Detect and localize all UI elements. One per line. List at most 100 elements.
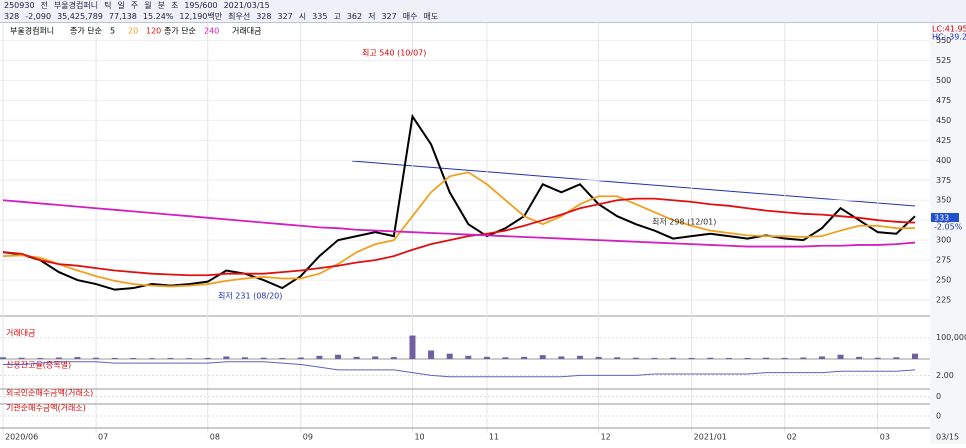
volume-bar bbox=[18, 357, 25, 359]
toolbar-item[interactable]: 매수 bbox=[402, 12, 418, 21]
toolbar-item[interactable]: 전 bbox=[40, 1, 48, 10]
volume-bar bbox=[390, 357, 397, 359]
y-tick-label: 0 bbox=[936, 392, 941, 401]
volume-bar bbox=[446, 353, 453, 359]
volume-bar bbox=[800, 357, 807, 359]
volume-bar bbox=[781, 357, 788, 359]
y-tick-label: 275 bbox=[936, 256, 951, 265]
volume-bar bbox=[707, 357, 714, 359]
y-tick-label: 2.00 bbox=[936, 371, 954, 380]
legend-entry: 240 bbox=[204, 27, 219, 36]
credit-line bbox=[3, 361, 916, 378]
volume-bar bbox=[111, 357, 118, 359]
annotation: 최저 231 (08/20) bbox=[218, 291, 282, 301]
toolbar-item[interactable]: 초 bbox=[170, 1, 179, 10]
x-tick-label: 2020/06 bbox=[5, 433, 38, 442]
x-tick-label: 10 bbox=[414, 433, 424, 442]
series-line bbox=[2, 199, 916, 248]
toolbar-row: 328 -2,090 35,425,789 77,138 15.24% 12,190백만 최… bbox=[0, 11, 966, 22]
volume-bar bbox=[558, 356, 565, 359]
legend-label: 거래대금 bbox=[232, 27, 261, 36]
toolbar-item[interactable]: 328 bbox=[256, 12, 272, 21]
toolbar-item[interactable]: 362 bbox=[346, 12, 363, 21]
volume-bar bbox=[353, 356, 360, 359]
volume-bar bbox=[428, 350, 435, 359]
current-change: -2.05% bbox=[934, 223, 963, 232]
y-tick-label: 350 bbox=[936, 196, 951, 205]
y-tick-label: 375 bbox=[936, 176, 951, 185]
panel-label: 기관순매수금액(거래소) bbox=[6, 403, 86, 413]
volume-bar bbox=[372, 356, 379, 359]
toolbar-item[interactable]: 35,425,789 bbox=[57, 12, 103, 21]
toolbar-item[interactable]: 15.24% bbox=[142, 12, 174, 21]
toolbar-item[interactable]: 시 bbox=[298, 12, 307, 21]
cursor-date: 03/15 bbox=[936, 433, 959, 442]
toolbar-item[interactable]: 고 bbox=[333, 12, 341, 21]
chart: 2252502753003253503754004254504755005255… bbox=[0, 23, 966, 444]
y-tick-label: 0 bbox=[936, 412, 941, 421]
x-tick-label: 09 bbox=[303, 433, 313, 442]
volume-bar bbox=[186, 358, 193, 359]
toolbar-item[interactable]: 주 bbox=[130, 1, 139, 10]
annotation: 최저 298 (12/01) bbox=[652, 217, 716, 227]
toolbar-item[interactable]: 최우선 bbox=[228, 12, 251, 21]
toolbar-item[interactable]: 부울경컴퍼니 bbox=[53, 1, 99, 10]
toolbar-item[interactable]: 327 bbox=[277, 12, 293, 21]
toolbar-item[interactable]: 12,190백만 bbox=[179, 12, 223, 21]
volume-bar bbox=[912, 353, 918, 359]
volume-bar bbox=[651, 357, 658, 359]
volume-bar bbox=[297, 357, 304, 359]
toolbar-item[interactable]: 2021/03/15 bbox=[223, 1, 270, 10]
volume-bar bbox=[670, 357, 677, 359]
volume-bar bbox=[260, 357, 267, 359]
toolbar-item[interactable]: 250930 bbox=[4, 1, 35, 10]
volume-bar bbox=[744, 357, 751, 359]
volume-bar bbox=[502, 357, 509, 359]
y-tick-label: 475 bbox=[936, 96, 951, 105]
toolbar-item[interactable]: 매도 bbox=[423, 12, 439, 21]
legend-label: 종가 단순 bbox=[164, 26, 196, 36]
toolbar-item[interactable]: 335 bbox=[312, 12, 328, 21]
volume-bar bbox=[37, 357, 44, 359]
toolbar-row: 250930 전 부울경컴퍼니 틱 일 주 월 분 초 195/600 2021/03/15 bbox=[0, 0, 966, 11]
volume-bar bbox=[614, 357, 621, 359]
x-tick-label: 02 bbox=[787, 433, 797, 442]
volume-bar bbox=[595, 356, 602, 359]
toolbar-item[interactable]: 분 bbox=[157, 1, 165, 10]
panel-label: 신용잔고율(증목별) bbox=[6, 360, 71, 370]
toolbar-item[interactable]: -2,090 bbox=[25, 12, 52, 21]
y-tick-label: 300 bbox=[936, 236, 951, 245]
toolbar: 250930 전 부울경컴퍼니 틱 일 주 월 분 초 195/600 2021/03/15 328-… bbox=[0, 0, 966, 23]
series-line bbox=[2, 197, 916, 277]
series-line bbox=[2, 171, 915, 288]
toolbar-item[interactable]: 일 bbox=[117, 1, 125, 10]
y-tick-label: 100,000 bbox=[936, 333, 966, 342]
panel-label: 외국인순매수금액(거래소) bbox=[6, 388, 93, 398]
volume-bar bbox=[483, 356, 490, 359]
y-tick-label: 250 bbox=[936, 276, 951, 285]
volume-bar bbox=[893, 357, 900, 359]
toolbar-item[interactable]: 195/600 bbox=[184, 1, 218, 10]
toolbar-item[interactable]: 틱 bbox=[104, 1, 112, 10]
y-tick-label: 400 bbox=[936, 156, 951, 165]
toolbar-item[interactable]: 저 bbox=[368, 12, 376, 21]
toolbar-item[interactable]: 328 bbox=[4, 12, 20, 21]
volume-bar bbox=[204, 357, 211, 359]
toolbar-item[interactable]: 월 bbox=[144, 1, 152, 10]
volume-bar bbox=[521, 356, 528, 359]
volume-bar bbox=[148, 358, 155, 359]
volume-bar bbox=[465, 355, 472, 359]
x-tick-label: 08 bbox=[210, 433, 220, 442]
hc: HC:-39.26 bbox=[932, 33, 966, 42]
volume-bar bbox=[409, 335, 416, 359]
volume-bar bbox=[688, 357, 695, 359]
volume-bar bbox=[725, 357, 732, 359]
volume-bar bbox=[763, 357, 770, 359]
y-tick-label: 550 bbox=[936, 36, 951, 45]
toolbar-item[interactable]: 77,138 bbox=[108, 12, 137, 21]
x-tick-label: 12 bbox=[601, 433, 611, 442]
x-tick-label: 07 bbox=[98, 433, 108, 442]
toolbar-item[interactable]: 327 bbox=[381, 12, 397, 21]
x-tick-label: 03 bbox=[880, 433, 890, 442]
